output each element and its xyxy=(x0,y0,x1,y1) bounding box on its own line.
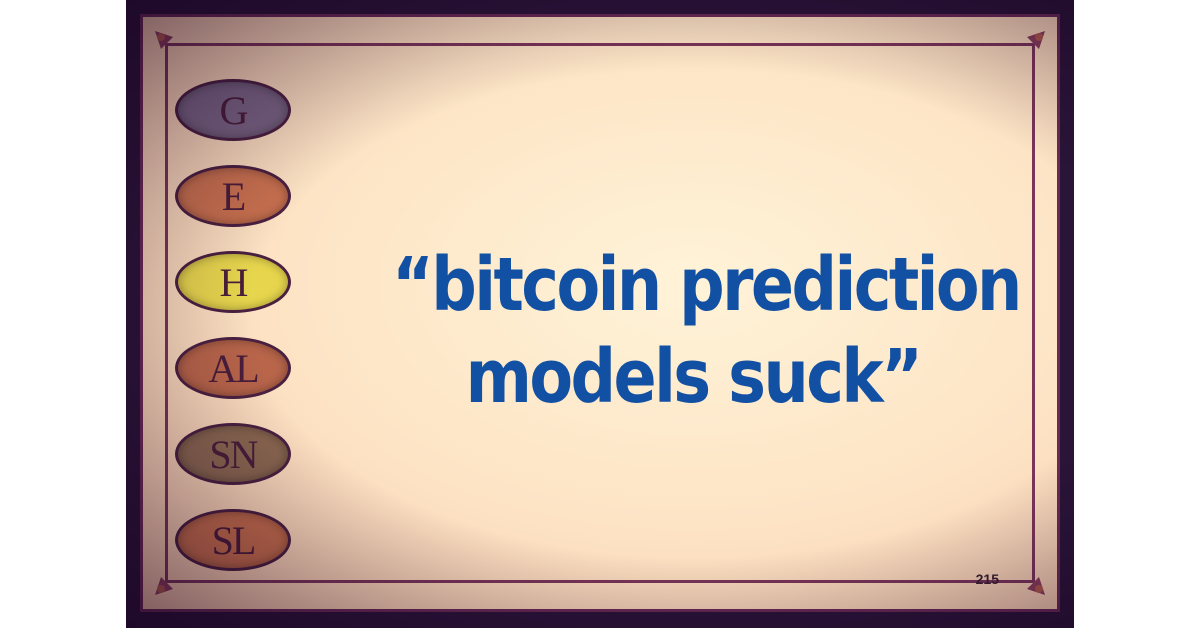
quote-line-1: “bitcoin prediction xyxy=(392,242,1022,328)
category-pill: G xyxy=(175,79,291,141)
quote-line-2: models suck” xyxy=(465,334,923,420)
category-pill: H xyxy=(175,251,291,313)
corner-ornament-icon xyxy=(1027,31,1045,49)
corner-ornament-icon xyxy=(1027,577,1045,595)
category-pill: SN xyxy=(175,423,291,485)
category-pill: E xyxy=(175,165,291,227)
category-pill: SL xyxy=(175,509,291,571)
category-pill: AL xyxy=(175,337,291,399)
card-number: 215 xyxy=(975,571,999,587)
card-photo: G E H AL SN SL “bitcoin prediction model… xyxy=(126,0,1074,628)
game-card: G E H AL SN SL “bitcoin prediction model… xyxy=(140,14,1060,612)
quote-text: “bitcoin prediction models suck” xyxy=(392,239,1022,423)
category-pills: G E H AL SN SL xyxy=(175,57,295,577)
